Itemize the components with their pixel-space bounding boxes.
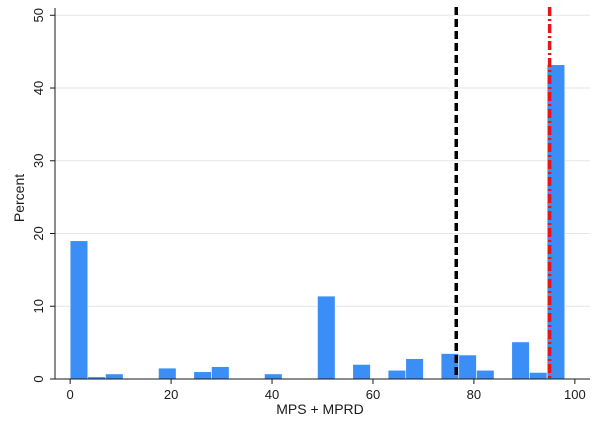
y-tick-label: 0 [31, 375, 46, 382]
histogram-bar [105, 373, 124, 380]
histogram-bar [476, 369, 495, 380]
x-tick-label: 100 [564, 387, 586, 402]
histogram-bar [511, 341, 530, 380]
histogram-bar [193, 371, 212, 380]
x-axis-ticks: 0 20 40 60 80 100 [67, 379, 586, 402]
y-tick-label: 40 [31, 81, 46, 95]
y-tick-label: 10 [31, 299, 46, 313]
x-tick-label: 80 [467, 387, 481, 402]
histogram-bars [69, 64, 566, 380]
histogram-bar [211, 366, 230, 380]
y-tick-label: 30 [31, 154, 46, 168]
y-tick-label: 50 [31, 8, 46, 22]
histogram-bar [69, 240, 89, 380]
x-tick-label: 0 [67, 387, 74, 402]
y-axis-ticks: 0 10 20 30 40 50 [31, 8, 55, 383]
axes [54, 8, 590, 380]
histogram-bar [458, 354, 477, 380]
y-axis-title: Percent [11, 174, 27, 222]
histogram-bar [317, 295, 336, 380]
x-tick-label: 60 [366, 387, 380, 402]
histogram-bar [264, 373, 283, 380]
x-tick-label: 40 [265, 387, 279, 402]
x-axis-title: MPS + MPRD [276, 401, 364, 417]
y-tick-label: 20 [31, 226, 46, 240]
histogram-bar [387, 369, 407, 380]
x-tick-label: 20 [164, 387, 178, 402]
gridlines [55, 14, 590, 307]
reference-lines [454, 7, 552, 379]
histogram-bar [158, 367, 177, 380]
histogram-bar [529, 372, 548, 380]
histogram-bar [352, 364, 371, 380]
histogram-bar [405, 358, 424, 380]
